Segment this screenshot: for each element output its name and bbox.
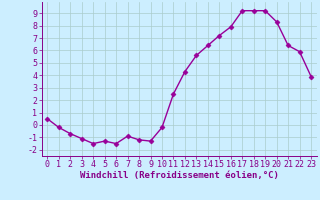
X-axis label: Windchill (Refroidissement éolien,°C): Windchill (Refroidissement éolien,°C)	[80, 171, 279, 180]
